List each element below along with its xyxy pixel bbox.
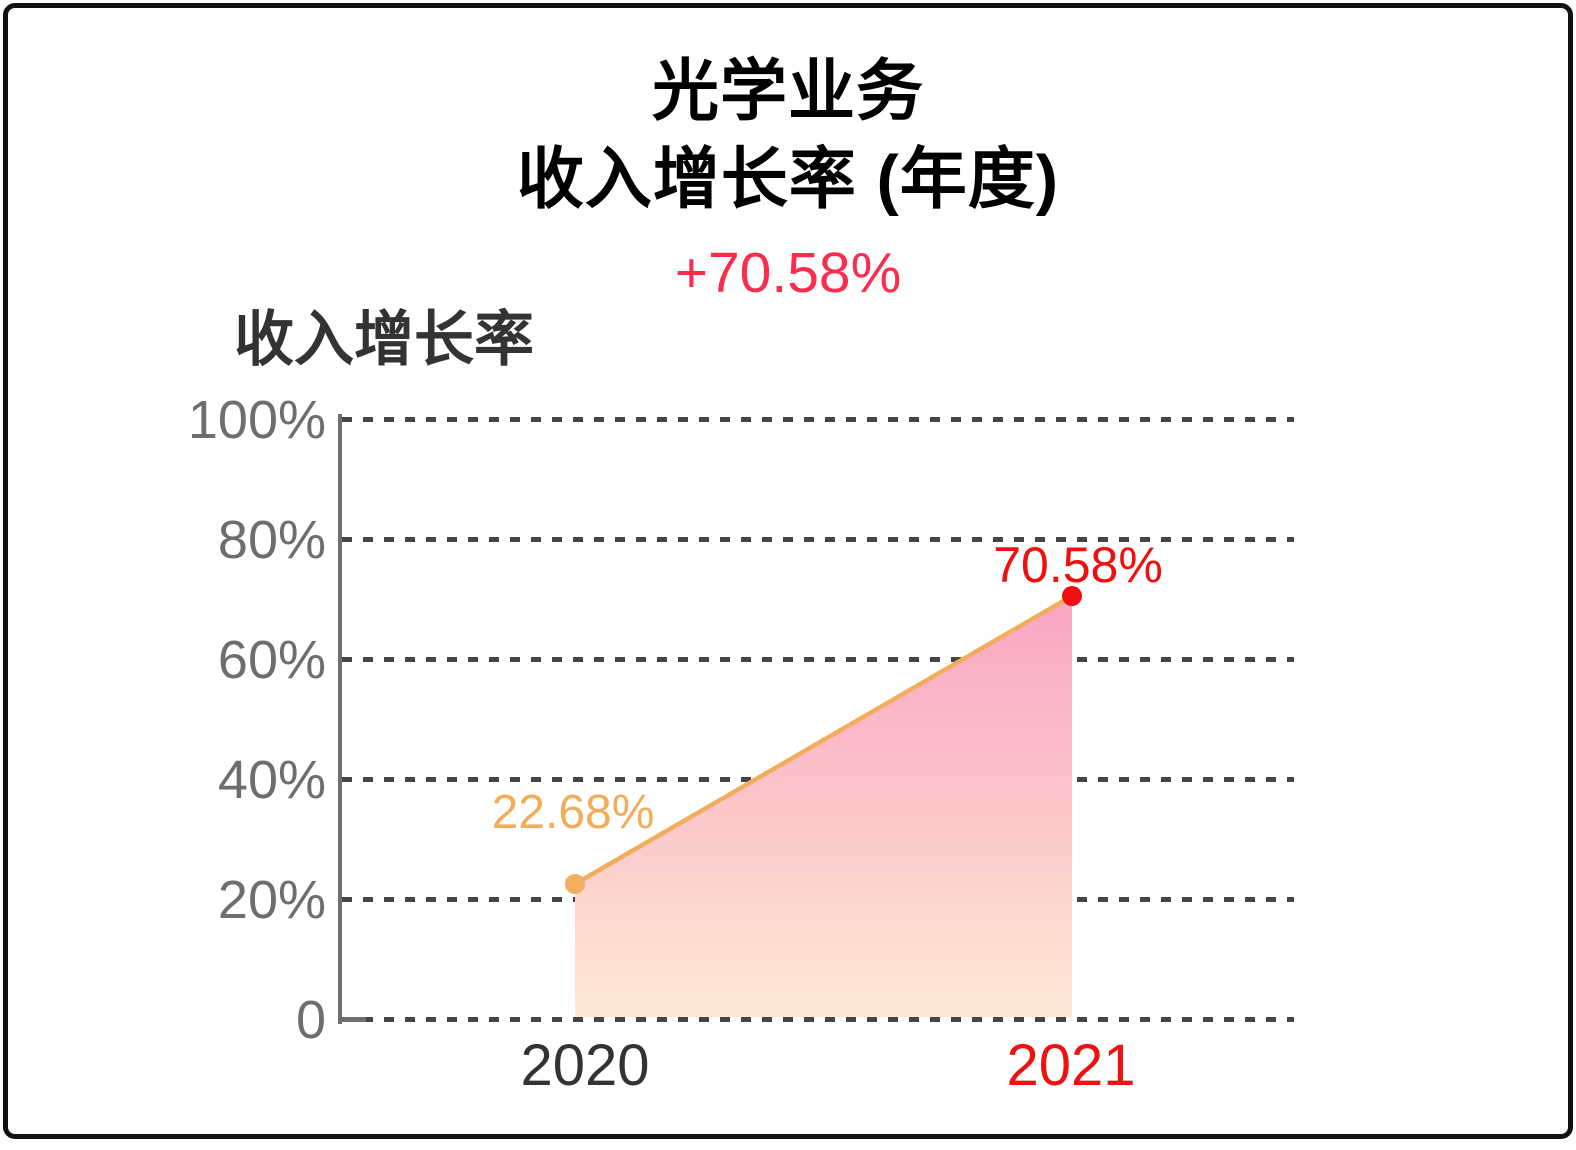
y-tick-80: 80%: [217, 510, 326, 570]
gridline-60: [342, 657, 1294, 662]
page-title-line1: 光学业务: [652, 54, 924, 129]
y-tick-0: 0: [295, 990, 326, 1050]
x-axis-origin-tick: [342, 1017, 366, 1022]
x-tick-2020: 2020: [520, 1033, 650, 1098]
y-tick-100: 100%: [187, 390, 326, 450]
gridline-100: [342, 417, 1294, 422]
y-tick-40: 40%: [217, 750, 326, 810]
y-tick-60: 60%: [217, 630, 326, 690]
y-axis-line: [338, 414, 342, 1024]
x-tick-2021: 2021: [1006, 1033, 1136, 1098]
y-tick-20: 20%: [217, 870, 326, 930]
point-label-2020: 22.68%: [491, 786, 655, 839]
page-title: 光学业务 收入增长率 (年度): [8, 48, 1568, 224]
gridline-80: [342, 537, 1294, 542]
headline-change-label: +70.58%: [674, 241, 902, 305]
gridline-0: [342, 1017, 1294, 1022]
chart-frame: 光学业务 收入增长率 (年度) +70.58% 收入增长率 100% 80% 6…: [3, 3, 1573, 1139]
point-label-2021: 70.58%: [993, 537, 1163, 593]
page-title-line2: 收入增长率 (年度): [516, 142, 1060, 217]
series-label: 收入增长率: [234, 306, 534, 373]
